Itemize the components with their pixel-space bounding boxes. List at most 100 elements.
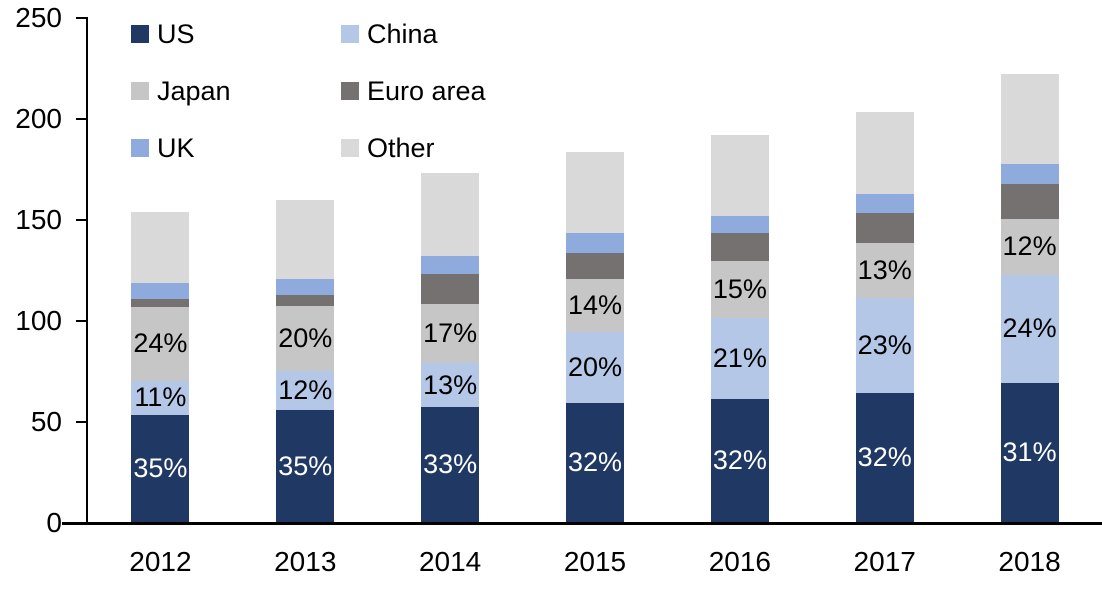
bar-segment-label: 21%: [712, 342, 767, 373]
bar-segment-uk-2018: [1000, 164, 1059, 184]
legend-item-other: Other: [341, 132, 486, 164]
bar-2017: 13% 23% 32%: [855, 111, 914, 523]
bar-2013: 20% 12% 35%: [276, 199, 335, 523]
bar-segment-china-2018: 24%: [1000, 274, 1059, 383]
x-label-2015: 2015: [563, 546, 627, 577]
legend-item-uk: UK: [131, 132, 341, 164]
bar-segment-us-2017: 32%: [855, 392, 914, 523]
legend-item-us: US: [131, 18, 341, 50]
bar-segment-us-2012: 35%: [131, 414, 190, 523]
legend-label-japan: Japan: [157, 75, 231, 106]
y-tick-label: 100: [15, 305, 62, 336]
legend-label-euro-area: Euro area: [367, 75, 486, 106]
bar-segment-euro-area-2018: [1000, 183, 1059, 220]
bar-segment-label: 32%: [857, 442, 912, 473]
bar-segment-label: 12%: [278, 374, 333, 405]
bar-segment-label: 17%: [423, 318, 478, 349]
bar-2012: 24% 11% 35%: [131, 211, 190, 523]
legend-label-us: US: [157, 18, 195, 49]
bar-segment-japan-2016: 15%: [710, 261, 769, 318]
y-tick-label: 0: [46, 507, 62, 538]
bar-2018: 12% 24% 31%: [1000, 73, 1059, 523]
bar-segment-uk-2015: [566, 233, 624, 254]
bar-segment-label: 24%: [1002, 313, 1057, 344]
x-label-2012: 2012: [129, 546, 192, 577]
bar-2014: 17% 13% 33%: [421, 172, 480, 523]
bar-segment-japan-2014: 17%: [421, 303, 480, 364]
legend-label-other: Other: [367, 132, 435, 163]
x-label-2013: 2013: [274, 546, 337, 577]
bar-segment-euro-area-2012: [131, 298, 190, 307]
bar-segment-uk-2016: [710, 216, 769, 234]
y-tick-label: 150: [15, 204, 62, 235]
bar-segment-euro-area-2016: [710, 233, 769, 262]
bar-segment-us-2018: 31%: [1000, 382, 1059, 523]
bar-segment-label: 13%: [857, 255, 912, 286]
bar-segment-uk-2017: [855, 193, 914, 213]
bar-segment-euro-area-2017: [855, 212, 914, 244]
legend-swatch-euro-area: [341, 82, 359, 100]
y-tick-mark: [76, 219, 87, 221]
bar-segment-uk-2012: [131, 282, 190, 299]
y-tick-label: 200: [15, 103, 62, 134]
bar-segment-other-2012: [131, 211, 190, 283]
legend: US China Japan Euro area UK Other: [131, 18, 486, 164]
bar-segment-china-2013: 12%: [276, 370, 335, 410]
y-tick-mark: [76, 320, 87, 322]
bar-segment-japan-2015: 14%: [566, 278, 624, 333]
bar-segment-label: 20%: [278, 322, 333, 353]
bar-segment-label: 31%: [1002, 437, 1057, 468]
legend-label-china: China: [367, 18, 438, 49]
bar-2016: 15% 21% 32%: [710, 135, 769, 523]
bar-segment-label: 15%: [712, 274, 767, 305]
bar-segment-label: 13%: [423, 369, 478, 400]
bar-segment-us-2013: 35%: [276, 409, 335, 523]
bar-segment-other-2017: [855, 111, 914, 194]
bar-segment-china-2014: 13%: [421, 363, 480, 407]
bar-segment-label: 23%: [857, 329, 912, 360]
x-label-2018: 2018: [998, 546, 1061, 577]
bar-segment-china-2015: 20%: [566, 332, 624, 403]
x-label-2016: 2016: [708, 546, 771, 577]
bar-segment-label: 35%: [133, 453, 188, 484]
bar-segment-label: 20%: [567, 351, 623, 382]
bar-segment-euro-area-2014: [421, 273, 480, 304]
bar-segment-euro-area-2013: [276, 294, 335, 306]
bar-segment-label: 33%: [423, 449, 478, 480]
bar-segment-uk-2014: [421, 256, 480, 274]
legend-swatch-china: [341, 25, 359, 43]
legend-label-uk: UK: [157, 132, 195, 163]
bar-segment-label: 11%: [134, 382, 187, 413]
bar-segment-china-2016: 21%: [710, 317, 769, 399]
x-label-2017: 2017: [853, 546, 916, 577]
bar-segment-other-2014: [421, 172, 480, 257]
legend-swatch-other: [341, 139, 359, 157]
bar-segment-japan-2018: 12%: [1000, 219, 1059, 275]
bar-segment-us-2014: 33%: [421, 406, 480, 523]
y-tick-label: 250: [15, 2, 62, 33]
y-tick-mark: [76, 118, 87, 120]
x-label-2014: 2014: [418, 546, 482, 577]
bar-segment-japan-2013: 20%: [276, 305, 335, 371]
bar-segment-label: 32%: [567, 447, 623, 478]
legend-item-china: China: [341, 18, 486, 50]
bar-segment-label: 12%: [1002, 231, 1057, 262]
bar-segment-label: 14%: [567, 289, 623, 320]
bar-segment-us-2016: 32%: [710, 398, 769, 523]
legend-swatch-us: [131, 25, 149, 43]
legend-item-euro-area: Euro area: [341, 75, 486, 107]
x-axis-line: [62, 522, 1102, 525]
bar-segment-japan-2017: 13%: [855, 243, 914, 298]
bar-segment-china-2012: 11%: [131, 380, 190, 415]
legend-item-japan: Japan: [131, 75, 341, 107]
bar-segment-other-2018: [1000, 73, 1059, 165]
y-tick-mark: [76, 17, 87, 19]
legend-swatch-japan: [131, 82, 149, 100]
bar-segment-euro-area-2015: [566, 253, 624, 279]
y-tick-label: 50: [30, 406, 62, 437]
bar-segment-us-2015: 32%: [566, 402, 624, 523]
bar-segment-label: 32%: [712, 445, 767, 476]
bar-segment-japan-2012: 24%: [131, 306, 190, 381]
y-tick-mark: [76, 421, 87, 423]
legend-swatch-uk: [131, 139, 149, 157]
